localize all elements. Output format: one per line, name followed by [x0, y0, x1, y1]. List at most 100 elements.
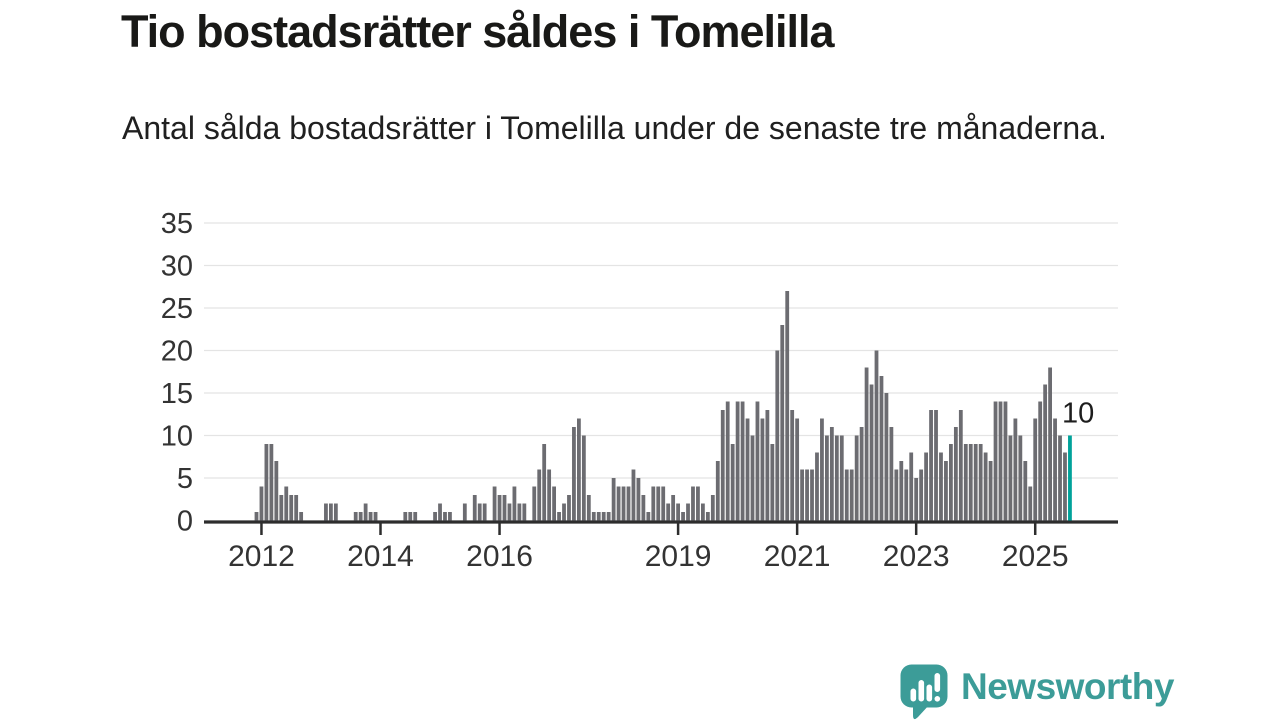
bar	[929, 410, 933, 521]
bar	[715, 461, 720, 521]
bar	[934, 410, 938, 521]
bar	[859, 427, 864, 521]
bar	[775, 350, 780, 521]
y-axis-label: 10	[161, 421, 193, 453]
bar	[710, 495, 715, 521]
bar	[462, 503, 467, 521]
bar	[770, 444, 775, 521]
bar	[839, 435, 844, 521]
page-title: Tio bostadsrätter såldes i Tomelilla	[121, 6, 835, 57]
bar	[572, 427, 576, 521]
logo-bubble	[900, 664, 948, 720]
bar	[1008, 435, 1013, 521]
bar	[904, 469, 909, 521]
bar	[601, 512, 606, 521]
bar	[1038, 401, 1043, 521]
y-axis-label: 20	[161, 336, 193, 368]
bar	[1018, 435, 1023, 521]
bar	[864, 367, 869, 521]
bar-chart-speech-bubble-icon	[900, 664, 948, 720]
bar	[705, 512, 710, 521]
bar	[701, 503, 705, 521]
bar	[968, 444, 973, 521]
bar	[1043, 384, 1048, 521]
bar	[666, 503, 671, 521]
bar	[646, 512, 651, 521]
bar	[963, 444, 968, 521]
y-axis-label: 25	[161, 293, 193, 325]
bar	[586, 495, 591, 521]
bar	[557, 512, 561, 521]
bar	[825, 435, 829, 521]
bar	[849, 469, 854, 521]
bar	[800, 469, 804, 521]
bar	[577, 418, 581, 521]
bar	[919, 469, 924, 521]
bar	[606, 512, 611, 521]
bar	[289, 495, 294, 521]
y-axis-label: 30	[161, 251, 193, 283]
bar	[581, 435, 586, 521]
bar	[1063, 452, 1067, 521]
bar	[879, 376, 884, 521]
bar	[671, 495, 676, 521]
bar	[815, 452, 819, 521]
bar	[363, 503, 368, 521]
bar	[621, 486, 626, 521]
bar	[1033, 418, 1038, 521]
bar	[740, 401, 745, 521]
bar	[1058, 435, 1062, 521]
bar	[834, 435, 839, 521]
bar	[899, 461, 904, 521]
x-axis-label: 2016	[466, 540, 533, 573]
bar	[443, 512, 447, 521]
bar	[532, 486, 537, 521]
bar	[502, 495, 507, 521]
y-axis-label: 15	[161, 378, 193, 410]
bar	[1048, 367, 1052, 521]
bar	[1028, 486, 1033, 521]
bar	[953, 427, 958, 521]
bar	[324, 503, 328, 521]
bar	[472, 495, 477, 521]
bar	[884, 393, 889, 521]
bar	[755, 401, 760, 521]
y-axis-label: 35	[161, 208, 193, 240]
bar	[413, 512, 418, 521]
bar	[438, 503, 442, 521]
bar	[720, 410, 725, 521]
bar	[616, 486, 621, 521]
bar	[854, 435, 859, 521]
bar	[368, 512, 373, 521]
bar	[681, 512, 685, 521]
bar	[691, 486, 695, 521]
bar	[259, 486, 264, 521]
bar	[894, 469, 899, 521]
bar	[983, 452, 988, 521]
bar	[1013, 418, 1018, 521]
chart-subtitle: Antal sålda bostadsrätter i Tomelilla un…	[122, 110, 1107, 146]
bar	[358, 512, 363, 521]
bar	[939, 452, 943, 521]
bar	[780, 325, 785, 521]
bar	[492, 486, 497, 521]
bar	[254, 512, 259, 521]
x-axis-label: 2021	[764, 540, 831, 573]
bar	[329, 503, 333, 521]
bar	[874, 350, 879, 521]
bar	[274, 461, 279, 521]
bar	[448, 512, 452, 521]
bar	[497, 495, 502, 521]
bar	[299, 512, 304, 521]
bar	[993, 401, 998, 521]
newsworthy-logo: Newsworthy	[900, 664, 1174, 720]
bar	[522, 503, 527, 521]
bar	[973, 444, 978, 521]
bar	[1023, 461, 1028, 521]
x-axis-label: 2025	[1002, 540, 1069, 573]
bar	[547, 469, 552, 521]
bar	[958, 410, 963, 521]
bar	[785, 291, 790, 521]
x-axis-label: 2023	[883, 540, 950, 573]
